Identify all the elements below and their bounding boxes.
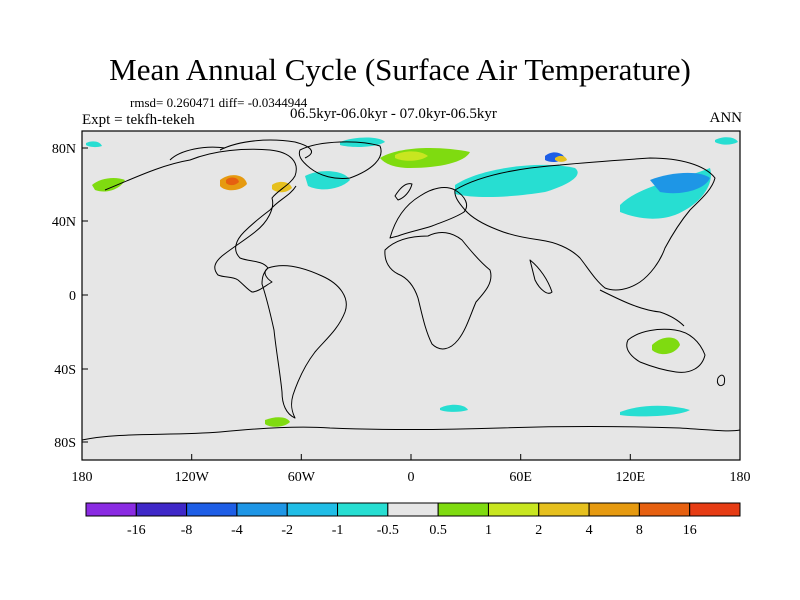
stats-text: rmsd= 0.260471 diff= -0.0344944 [130, 95, 308, 110]
coastlines [81, 139, 741, 441]
colorbar-swatch [538, 502, 590, 517]
colorbar-label: 0.5 [429, 523, 447, 538]
colorbar-label: -16 [127, 523, 146, 538]
colorbar-swatch [337, 502, 389, 517]
colorbar-swatch [236, 502, 288, 517]
colorbar-swatch [387, 502, 439, 517]
colorbar-swatch [487, 502, 540, 517]
lat-tick-label: 40N [52, 215, 76, 230]
lon-tick-label: 180 [72, 470, 93, 485]
colorbar-swatch [689, 502, 741, 517]
colorbar-swatch [588, 502, 640, 517]
latitude-axis: 80N 40N 0 40S 80S [52, 142, 88, 451]
lat-tick-label: 80N [52, 142, 76, 157]
colorbar-label: 8 [636, 523, 643, 538]
plot-title: Mean Annual Cycle (Surface Air Temperatu… [109, 52, 691, 87]
lon-tick-label: 120W [175, 470, 210, 485]
colorbar-label: -2 [281, 523, 293, 538]
colorbar-label: 2 [535, 523, 542, 538]
colorbar-swatch [85, 502, 137, 517]
colorbar-label: 16 [683, 523, 697, 538]
colorbar-label: -4 [231, 523, 243, 538]
lat-tick-label: 80S [54, 436, 76, 451]
lon-tick-label: 120E [616, 470, 646, 485]
colorbar-label: -0.5 [377, 523, 399, 538]
colorbar-label: 4 [586, 523, 593, 538]
season-label: ANN [709, 110, 743, 126]
lat-tick-label: 0 [69, 289, 76, 304]
colorbar: -16 -8 -4 -2 -1 -0.5 0.5 1 2 4 8 16 [85, 502, 741, 538]
colorbar-label: 1 [485, 523, 492, 538]
subtitle: 06.5kyr-06.0kyr - 07.0kyr-06.5kyr [290, 106, 497, 122]
lon-tick-label: 0 [408, 470, 415, 485]
lat-tick-label: 40S [54, 363, 76, 378]
lon-tick-label: 60E [509, 470, 532, 485]
colorbar-swatch [286, 502, 339, 517]
lon-tick-label: 60W [288, 470, 316, 485]
anomaly-shading [86, 137, 738, 427]
colorbar-swatch [638, 502, 691, 517]
longitude-axis: 180 120W 60W 0 60E 120E 180 [72, 454, 751, 485]
colorbar-swatch [135, 502, 188, 517]
experiment-label: Expt = tekfh-tekeh [82, 112, 195, 128]
colorbar-label: -1 [332, 523, 344, 538]
colorbar-swatch [437, 502, 489, 517]
colorbar-label: -8 [181, 523, 193, 538]
lon-tick-label: 180 [730, 470, 751, 485]
colorbar-swatch [186, 502, 238, 517]
